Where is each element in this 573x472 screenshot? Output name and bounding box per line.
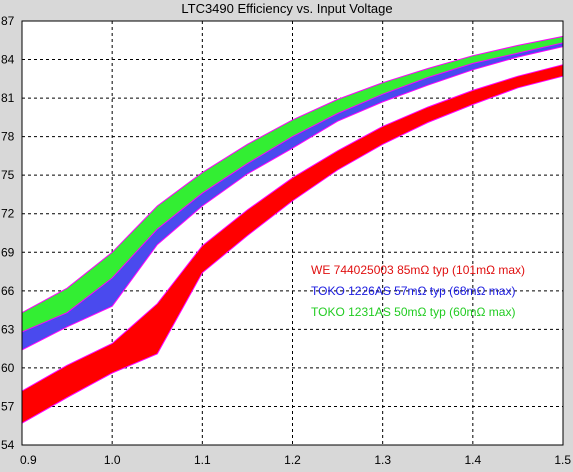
legend-entry-2: TOKO 1231AS 50mΩ typ (60mΩ max) xyxy=(311,305,515,319)
series-upper-edge-0 xyxy=(21,64,564,392)
y-tick-label: 72 xyxy=(1,207,15,221)
series-upper-edge-2 xyxy=(21,35,564,314)
legend-entry-1: TOKO 1226AS 57mΩ typ (68mΩ max) xyxy=(311,284,515,298)
series-lower-edge-0 xyxy=(21,75,564,424)
legend: WE 744025003 85mΩ typ (101mΩ max) TOKO 12… xyxy=(311,263,525,319)
plot-frame xyxy=(21,20,564,446)
x-tick-label: 0.9 xyxy=(20,453,37,467)
y-tick-label: 81 xyxy=(1,91,15,105)
series-lower-edge-2 xyxy=(21,42,564,333)
y-tick-label: 57 xyxy=(1,399,15,413)
y-tick-label: 87 xyxy=(1,14,15,28)
x-tick-label: 1.4 xyxy=(464,453,481,467)
series-band-1 xyxy=(22,41,563,350)
y-tick-label: 75 xyxy=(1,168,15,182)
x-tick-label: 1.0 xyxy=(104,453,121,467)
efficiency-bands xyxy=(21,35,564,424)
y-tick-label: 69 xyxy=(1,245,15,259)
y-tick-label: 60 xyxy=(1,361,15,375)
series-lower-edge-1 xyxy=(21,46,564,351)
y-tick-label: 78 xyxy=(1,130,15,144)
legend-entry-0: WE 744025003 85mΩ typ (101mΩ max) xyxy=(311,263,525,277)
x-tick-label: 1.3 xyxy=(374,453,391,467)
series-band-2 xyxy=(22,36,563,332)
x-tick-label: 1.2 xyxy=(284,453,301,467)
chart-title: LTC3490 Efficiency vs. Input Voltage xyxy=(181,1,392,16)
x-tick-label: 1.1 xyxy=(194,453,211,467)
series-band-0 xyxy=(22,64,563,424)
x-axis-ticks: 0.9 1.0 1.1 1.2 1.3 1.4 1.5 xyxy=(20,453,571,467)
y-tick-label: 84 xyxy=(1,53,15,67)
x-tick-label: 1.5 xyxy=(554,453,571,467)
y-axis-ticks: 54 57 60 63 66 69 72 75 78 81 84 87 xyxy=(1,14,15,452)
y-tick-label: 54 xyxy=(1,438,15,452)
y-tick-label: 63 xyxy=(1,322,15,336)
y-tick-label: 66 xyxy=(1,284,15,298)
